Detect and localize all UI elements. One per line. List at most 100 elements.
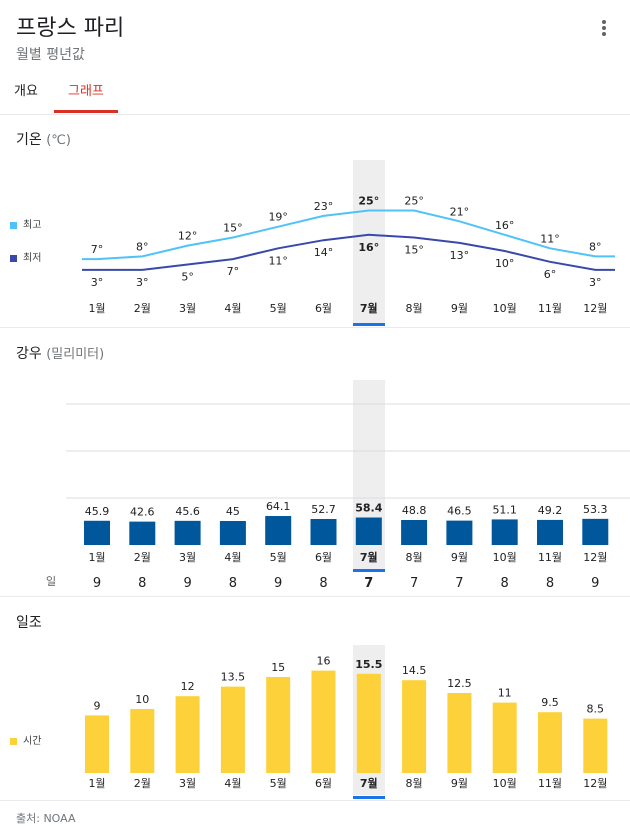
month-tick-label: 7월 [360,301,378,315]
temp-month-selector[interactable] [353,323,385,326]
high-temp-line [82,209,615,261]
rain-value-label: 51.1 [492,503,517,516]
page-title: 프랑스 파리 [16,16,125,41]
low-temp-label: 10° [495,257,515,270]
sun-value-label: 9.5 [541,696,559,709]
selected-month-highlight [353,160,385,323]
rain-bar [491,519,518,545]
low-temp-label: 5° [181,271,194,284]
month-tick-label: 2월 [134,777,151,790]
month-tick-label: 1월 [88,551,105,564]
page-subtitle: 월별 평년값 [16,47,85,63]
month-tick-label: 8월 [406,777,423,790]
rain-title-text: 강우 [16,346,42,362]
legend-high-label: 최고 [23,220,42,231]
sun-bar [447,693,472,773]
legend-sun-label: 시간 [23,736,42,747]
rain-days-value: 7 [455,576,463,591]
sun-value-label: 9 [94,699,101,712]
legend-low: 최저 [10,249,41,264]
high-temp-label: 21° [450,205,470,218]
high-temp-label: 23° [314,200,334,213]
month-tick-label: 1월 [88,777,105,790]
month-tick-label: 1월 [88,302,105,315]
sun-value-label: 16 [317,655,331,668]
high-temp-label: 25° [404,195,424,208]
rain-bar [446,520,473,545]
low-temp-label: 13° [450,249,470,262]
rain-bar [265,516,292,545]
high-temp-label: 8° [589,240,602,253]
month-tick-label: 10월 [493,777,517,790]
more-options-icon[interactable] [592,14,616,42]
month-tick-label: 4월 [224,302,241,315]
month-tick-label: 4월 [224,551,241,564]
rain-days-value: 9 [183,576,191,591]
rain-value-label: 45.9 [85,505,110,518]
month-tick-label: 12월 [583,551,607,564]
rain-bar [537,519,563,545]
rain-bar [174,520,201,545]
temperature-unit: (℃) [46,133,71,148]
sun-bar [583,718,608,773]
legend-low-swatch [10,254,17,262]
sun-bar [220,686,245,773]
tab-overview[interactable]: 개요 [14,84,38,99]
month-tick-label: 2월 [134,551,151,564]
low-temp-label: 6° [544,268,557,281]
high-temp-label: 12° [178,230,198,243]
month-tick-label: 9월 [451,777,468,790]
month-tick-label: 5월 [270,551,287,564]
month-tick-label: 7월 [360,550,378,564]
month-tick-label: 10월 [493,302,517,315]
divider [0,596,630,597]
sun-value-label: 15.5 [355,658,382,671]
month-tick-label: 7월 [360,776,378,790]
rain-bar [219,521,246,545]
rain-days-value: 7 [364,576,373,591]
temperature-title-text: 기온 [16,132,42,148]
rain-value-label: 45 [226,505,240,518]
month-tick-label: 6월 [315,302,332,315]
sun-bar [175,696,200,773]
rain-days-value: 8 [138,576,146,591]
low-temp-label: 14° [314,246,334,259]
rain-month-selector[interactable] [353,569,385,572]
month-tick-label: 12월 [583,777,607,790]
low-temp-label: 16° [358,241,379,254]
month-tick-label: 5월 [270,777,287,790]
rain-bar [582,518,609,545]
divider [0,114,630,115]
rain-title: 강우 (밀리미터) [16,343,104,363]
sun-value-label: 8.5 [587,703,605,716]
month-tick-label: 3월 [179,777,196,790]
high-temp-label: 19° [268,211,288,224]
rain-value-label: 49.2 [538,504,563,517]
tab-graph[interactable]: 그래프 [68,84,104,99]
divider [0,800,630,801]
sun-bar [130,709,155,773]
rain-bar [355,517,382,545]
rain-days-value: 9 [591,576,599,591]
rain-value-label: 58.4 [355,502,382,515]
rain-days-value: 8 [319,576,327,591]
rain-days-row: 9 8 9 8 9 8 7 7 7 8 8 9 [93,576,600,591]
sun-month-selector[interactable] [353,796,385,799]
sun-value-label: 12 [181,680,195,693]
sun-bar [492,702,517,773]
sun-title: 일조 [16,615,42,631]
low-temp-label: 15° [404,244,424,257]
month-tick-label: 11월 [538,777,562,790]
month-tick-label: 11월 [538,551,562,564]
high-temp-label: 15° [223,222,243,235]
sunshine-chart: 9 1월 10 2월 12 3월 13.5 4월 15 5월 16 6월 15.5 7월 14.5 8월 12.… [85,655,608,790]
high-temp-label: 16° [495,219,515,232]
active-tab-indicator [54,110,118,113]
month-tick-label: 6월 [315,777,332,790]
rain-days-value: 7 [410,576,418,591]
sun-bar [356,673,381,773]
month-tick-label: 3월 [179,302,196,315]
low-temp-label: 11° [268,254,288,267]
rain-value-label: 48.8 [402,504,427,517]
low-temp-label: 3° [589,276,602,289]
